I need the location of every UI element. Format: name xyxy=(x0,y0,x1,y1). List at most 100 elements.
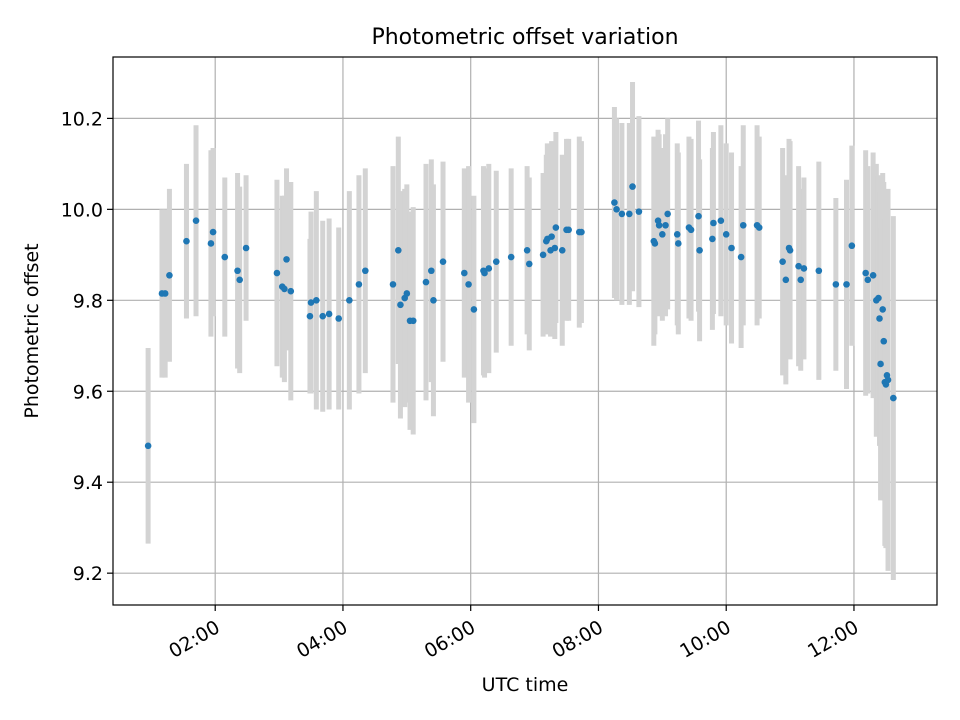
plot-frame xyxy=(112,56,938,606)
data-point xyxy=(221,253,229,261)
data-point xyxy=(492,258,500,265)
data-point xyxy=(461,269,468,277)
data-point xyxy=(879,306,887,313)
data-point xyxy=(306,312,314,320)
data-point xyxy=(739,221,747,229)
y-tick-label: 9.4 xyxy=(73,472,103,494)
data-point xyxy=(430,297,437,304)
data-point xyxy=(626,210,633,218)
data-point xyxy=(422,278,430,286)
data-point xyxy=(611,199,618,206)
data-point xyxy=(629,183,636,190)
data-point xyxy=(728,244,735,252)
data-point xyxy=(273,269,281,277)
data-point xyxy=(209,228,217,236)
data-point xyxy=(843,281,850,288)
data-point xyxy=(539,251,547,259)
data-point xyxy=(325,310,333,318)
data-point xyxy=(439,258,447,265)
y-axis-label: Photometric offset xyxy=(21,243,43,418)
data-point xyxy=(877,360,884,368)
data-point xyxy=(307,299,315,306)
data-point xyxy=(618,210,626,218)
data-point xyxy=(875,294,882,302)
data-point xyxy=(755,224,763,231)
data-point xyxy=(428,267,435,275)
data-point xyxy=(687,226,695,234)
data-point xyxy=(779,258,786,265)
data-point xyxy=(717,217,725,225)
y-tick-label: 9.6 xyxy=(73,381,103,403)
data-point xyxy=(876,315,883,322)
data-point xyxy=(192,217,200,225)
data-point xyxy=(161,290,169,297)
data-point xyxy=(832,281,840,288)
data-point xyxy=(869,271,877,279)
data-point xyxy=(782,276,790,284)
data-point xyxy=(335,315,342,322)
data-point xyxy=(635,208,643,215)
chart-title: Photometric offset variation xyxy=(371,25,678,50)
data-point xyxy=(890,394,897,402)
data-point xyxy=(710,219,717,227)
data-point xyxy=(183,237,190,245)
data-point xyxy=(737,253,745,261)
data-point xyxy=(319,312,327,320)
data-point xyxy=(800,265,808,272)
data-point xyxy=(880,337,888,345)
data-point xyxy=(362,267,369,275)
data-point xyxy=(236,276,243,284)
data-point xyxy=(864,276,872,284)
data-point xyxy=(346,297,353,304)
data-point xyxy=(403,290,411,297)
data-point xyxy=(797,276,805,284)
data-point xyxy=(551,244,559,252)
data-point xyxy=(696,246,703,254)
data-point xyxy=(283,256,290,263)
y-tick-label: 9.8 xyxy=(73,290,103,312)
data-point xyxy=(558,246,566,254)
data-point xyxy=(207,240,215,247)
data-point xyxy=(525,260,533,268)
data-point xyxy=(523,246,531,254)
data-point xyxy=(552,224,560,231)
data-point xyxy=(507,253,515,261)
data-points xyxy=(144,183,897,450)
y-tick-label: 10.2 xyxy=(61,108,103,130)
data-point xyxy=(709,235,716,243)
data-point xyxy=(144,442,152,450)
data-point xyxy=(485,265,493,272)
data-point xyxy=(397,301,404,309)
data-point xyxy=(655,221,663,229)
data-point xyxy=(884,376,892,384)
data-point xyxy=(651,240,659,247)
data-point xyxy=(470,306,478,313)
data-point xyxy=(281,285,288,293)
data-point xyxy=(578,228,585,236)
data-point xyxy=(795,262,802,270)
data-point xyxy=(565,226,572,234)
data-point xyxy=(673,231,681,238)
data-point xyxy=(613,206,620,213)
data-point xyxy=(662,221,669,229)
data-point xyxy=(389,281,397,288)
y-tick-label: 9.2 xyxy=(73,563,103,585)
data-point xyxy=(548,233,555,240)
x-axis-label: UTC time xyxy=(482,674,569,696)
data-point xyxy=(287,287,295,295)
y-tick-label: 10.0 xyxy=(61,199,103,221)
data-point xyxy=(313,297,320,304)
data-point xyxy=(166,271,173,279)
data-point xyxy=(465,281,472,288)
data-point xyxy=(409,317,417,325)
data-point xyxy=(664,210,671,218)
data-point xyxy=(695,212,702,220)
data-point xyxy=(355,281,363,288)
data-point xyxy=(786,246,794,254)
data-point xyxy=(722,231,730,238)
data-point xyxy=(659,231,666,238)
data-point xyxy=(242,244,250,252)
data-point xyxy=(815,267,823,275)
data-point xyxy=(862,269,869,277)
